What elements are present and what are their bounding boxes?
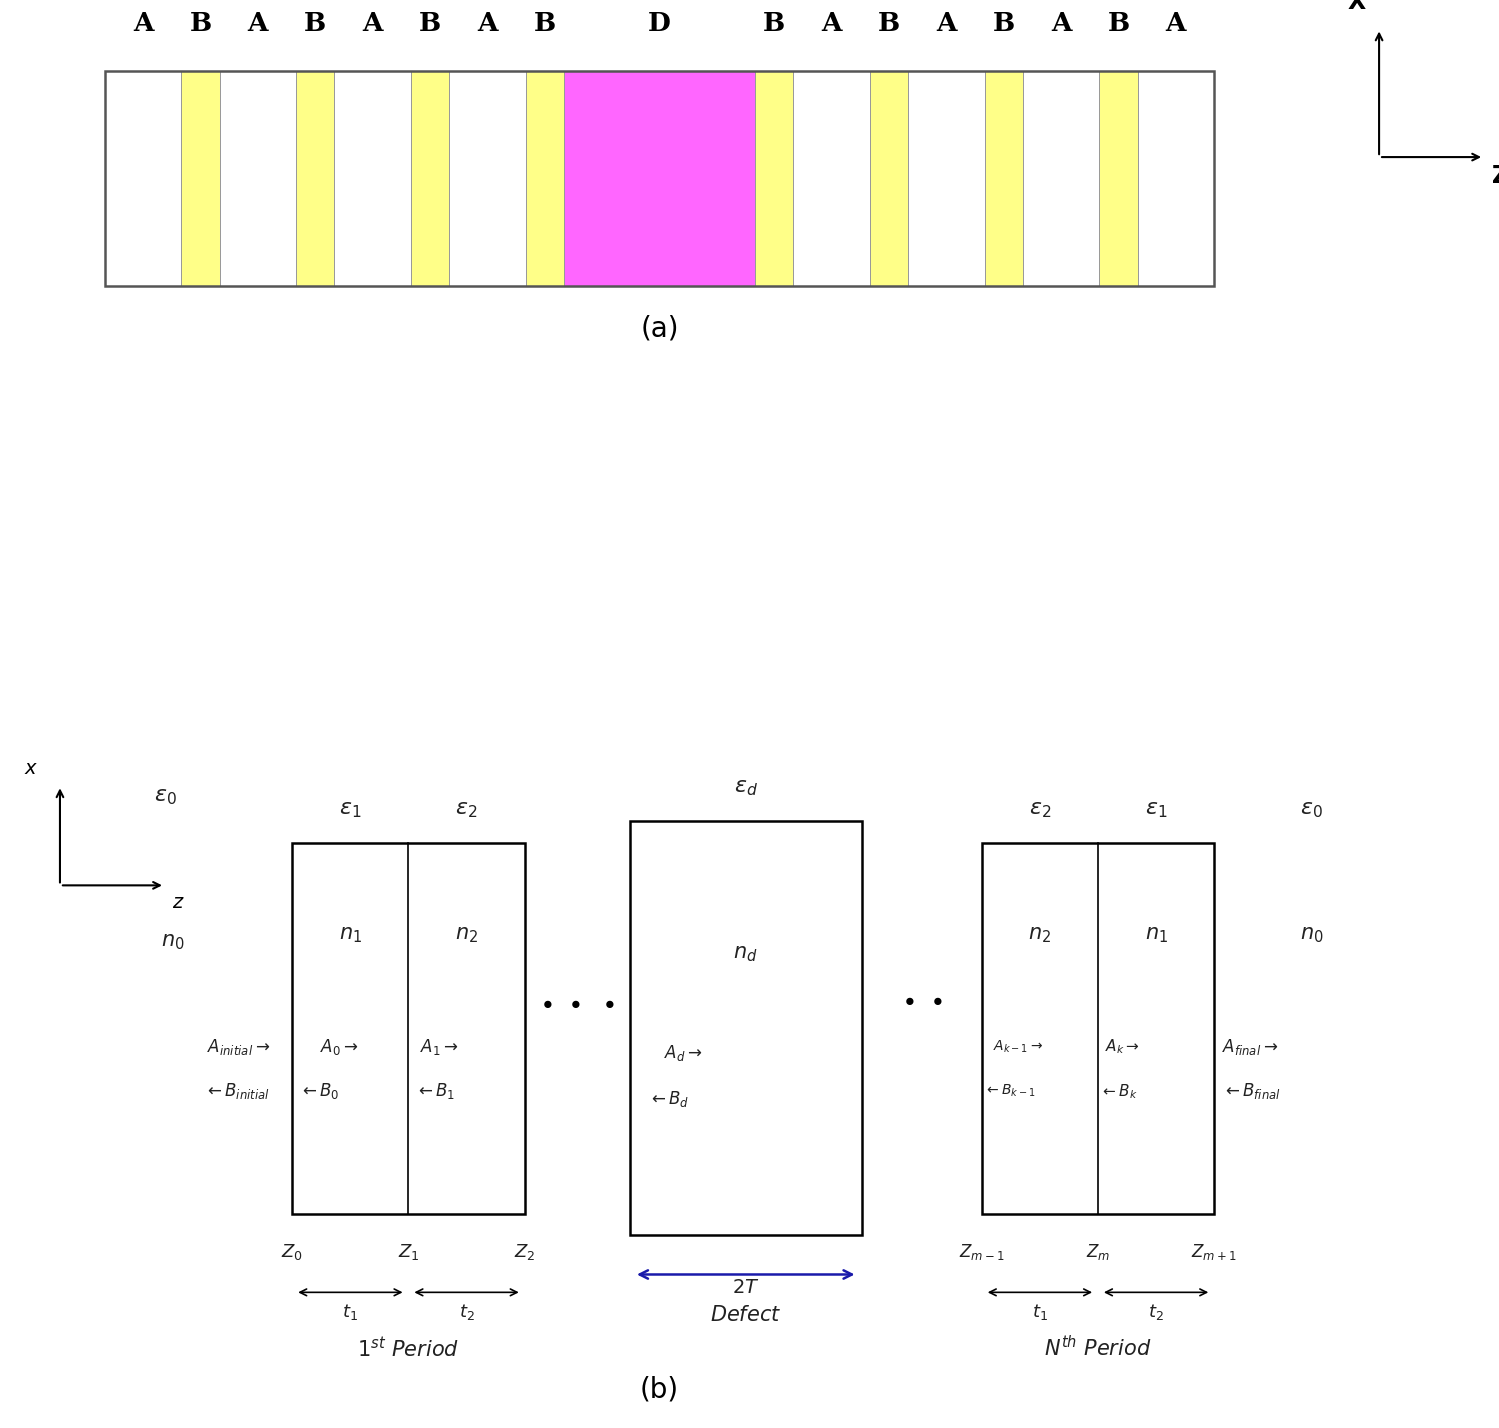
Text: $A_{final} \rightarrow$: $A_{final} \rightarrow$ [1222,1037,1277,1057]
Text: (a): (a) [640,314,679,343]
Text: $n_2$: $n_2$ [1028,925,1051,945]
Bar [755,71,793,286]
Text: $\varepsilon_0$: $\varepsilon_0$ [153,787,177,807]
Text: B: B [1108,10,1130,36]
Text: A: A [477,10,498,36]
Text: B: B [304,10,327,36]
Text: x: x [24,760,36,778]
Bar [1099,71,1138,286]
Text: z: z [172,892,183,911]
Text: $t_1$: $t_1$ [1031,1302,1048,1322]
Bar [297,71,334,286]
Bar [793,71,869,286]
Text: $A_k \rightarrow$: $A_k \rightarrow$ [1105,1037,1139,1057]
Bar [292,843,525,1214]
Bar [450,71,526,286]
Text: $\leftarrow B_0$: $\leftarrow B_0$ [300,1081,340,1101]
Bar [982,843,1214,1214]
Bar [564,71,755,286]
Text: $\varepsilon_2$: $\varepsilon_2$ [1028,800,1051,820]
Text: (b): (b) [640,1375,679,1402]
Text: $\bullet\ \bullet$: $\bullet\ \bullet$ [901,988,943,1012]
Bar [869,71,908,286]
Bar [526,71,564,286]
Text: Z: Z [1492,164,1499,188]
Text: $\leftarrow B_d$: $\leftarrow B_d$ [648,1088,690,1108]
Text: A: A [1166,10,1186,36]
Text: $A_0 \rightarrow$: $A_0 \rightarrow$ [321,1037,358,1057]
Text: $Z_{m+1}$: $Z_{m+1}$ [1192,1242,1237,1262]
Text: $\leftarrow B_{final}$: $\leftarrow B_{final}$ [1222,1081,1280,1101]
Text: $2T$: $2T$ [732,1278,760,1297]
Text: A: A [1051,10,1072,36]
Text: X: X [1348,0,1366,14]
Text: A: A [247,10,268,36]
Text: $n_1$: $n_1$ [1145,925,1168,945]
Text: $t_1$: $t_1$ [342,1302,358,1322]
Bar [105,71,181,286]
Text: $\varepsilon_2$: $\varepsilon_2$ [456,800,478,820]
Bar [908,71,985,286]
Bar [411,71,450,286]
Text: A: A [937,10,956,36]
Text: B: B [418,10,441,36]
Text: $t_2$: $t_2$ [459,1302,475,1322]
Bar [105,71,1214,286]
Text: $\bullet\ \bullet\ \bullet$: $\bullet\ \bullet\ \bullet$ [540,991,615,1015]
Bar [181,71,220,286]
Bar [1138,71,1214,286]
Text: A: A [133,10,153,36]
Text: $A_{initial} \rightarrow$: $A_{initial} \rightarrow$ [207,1037,270,1057]
Text: B: B [992,10,1015,36]
Text: B: B [189,10,211,36]
Bar [220,71,297,286]
Text: $\leftarrow B_1$: $\leftarrow B_1$ [415,1081,456,1101]
Text: B: B [534,10,556,36]
Text: $n_0$: $n_0$ [160,932,184,952]
Text: A: A [363,10,382,36]
Text: $n_1$: $n_1$ [339,925,361,945]
Text: $A_{k-1}\rightarrow$: $A_{k-1}\rightarrow$ [994,1038,1043,1055]
Text: $Z_0$: $Z_0$ [282,1242,303,1262]
Text: $n_d$: $n_d$ [733,944,758,964]
Text: $n_0$: $n_0$ [1300,925,1324,945]
Text: $Z_m$: $Z_m$ [1085,1242,1111,1262]
Text: $\varepsilon_1$: $\varepsilon_1$ [1145,800,1168,820]
Text: $1^{st}\ Period$: $1^{st}\ Period$ [357,1335,460,1361]
Text: $Defect$: $Defect$ [711,1305,781,1325]
Text: $A_d \rightarrow$: $A_d \rightarrow$ [664,1042,703,1062]
Text: $\varepsilon_1$: $\varepsilon_1$ [339,800,361,820]
Bar [985,71,1022,286]
Text: $\leftarrow B_{k-1}$: $\leftarrow B_{k-1}$ [985,1082,1036,1100]
Text: B: B [763,10,785,36]
Text: $n_2$: $n_2$ [456,925,478,945]
Text: B: B [878,10,901,36]
Bar [630,821,862,1235]
Text: $\varepsilon_d$: $\varepsilon_d$ [735,778,757,798]
Text: $\leftarrow B_k$: $\leftarrow B_k$ [1100,1082,1138,1101]
Text: $Z_{m-1}$: $Z_{m-1}$ [959,1242,1004,1262]
Text: $t_2$: $t_2$ [1148,1302,1165,1322]
Bar [334,71,411,286]
Text: $\varepsilon_0$: $\varepsilon_0$ [1300,800,1324,820]
Text: D: D [648,10,672,36]
Text: $Z_2$: $Z_2$ [514,1242,535,1262]
Text: $Z_1$: $Z_1$ [397,1242,420,1262]
Bar [1022,71,1099,286]
Text: $A_1 \rightarrow$: $A_1 \rightarrow$ [420,1037,459,1057]
Text: $N^{th}\ Period$: $N^{th}\ Period$ [1045,1335,1151,1361]
Text: A: A [821,10,842,36]
Text: $\leftarrow B_{initial}$: $\leftarrow B_{initial}$ [204,1081,270,1101]
